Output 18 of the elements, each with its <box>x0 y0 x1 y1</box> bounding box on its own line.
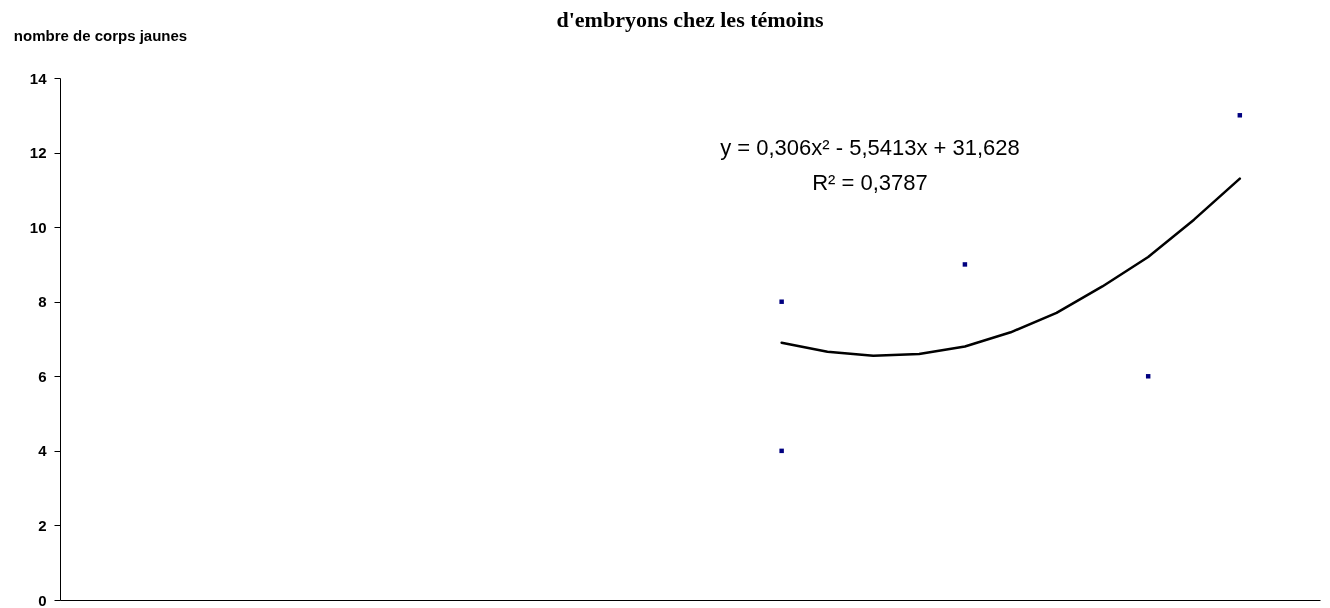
point <box>962 262 968 267</box>
y-tick-label: 2 <box>38 516 47 534</box>
y-tick-label: 6 <box>38 367 47 385</box>
annotation: R² = 0,3787 <box>812 170 928 195</box>
point <box>1237 113 1243 118</box>
y-tick-label: 8 <box>38 293 47 311</box>
y-tick-label: 0 <box>38 591 47 608</box>
y-axis-title: nombre de corps jaunes <box>13 26 188 44</box>
point <box>1145 374 1151 379</box>
point <box>779 448 784 454</box>
y-tick-label: 10 <box>29 218 47 236</box>
line-series <box>780 177 1242 358</box>
chart-title: d'embryons chez les témoins <box>556 7 824 32</box>
y-tick-label: 12 <box>29 144 47 162</box>
point <box>779 299 784 304</box>
annotation: y = 0,306x² - 5,5413x + 31,628 <box>720 135 1020 160</box>
y-tick-label: 4 <box>38 442 48 460</box>
y-tick-label: 14 <box>29 69 48 87</box>
